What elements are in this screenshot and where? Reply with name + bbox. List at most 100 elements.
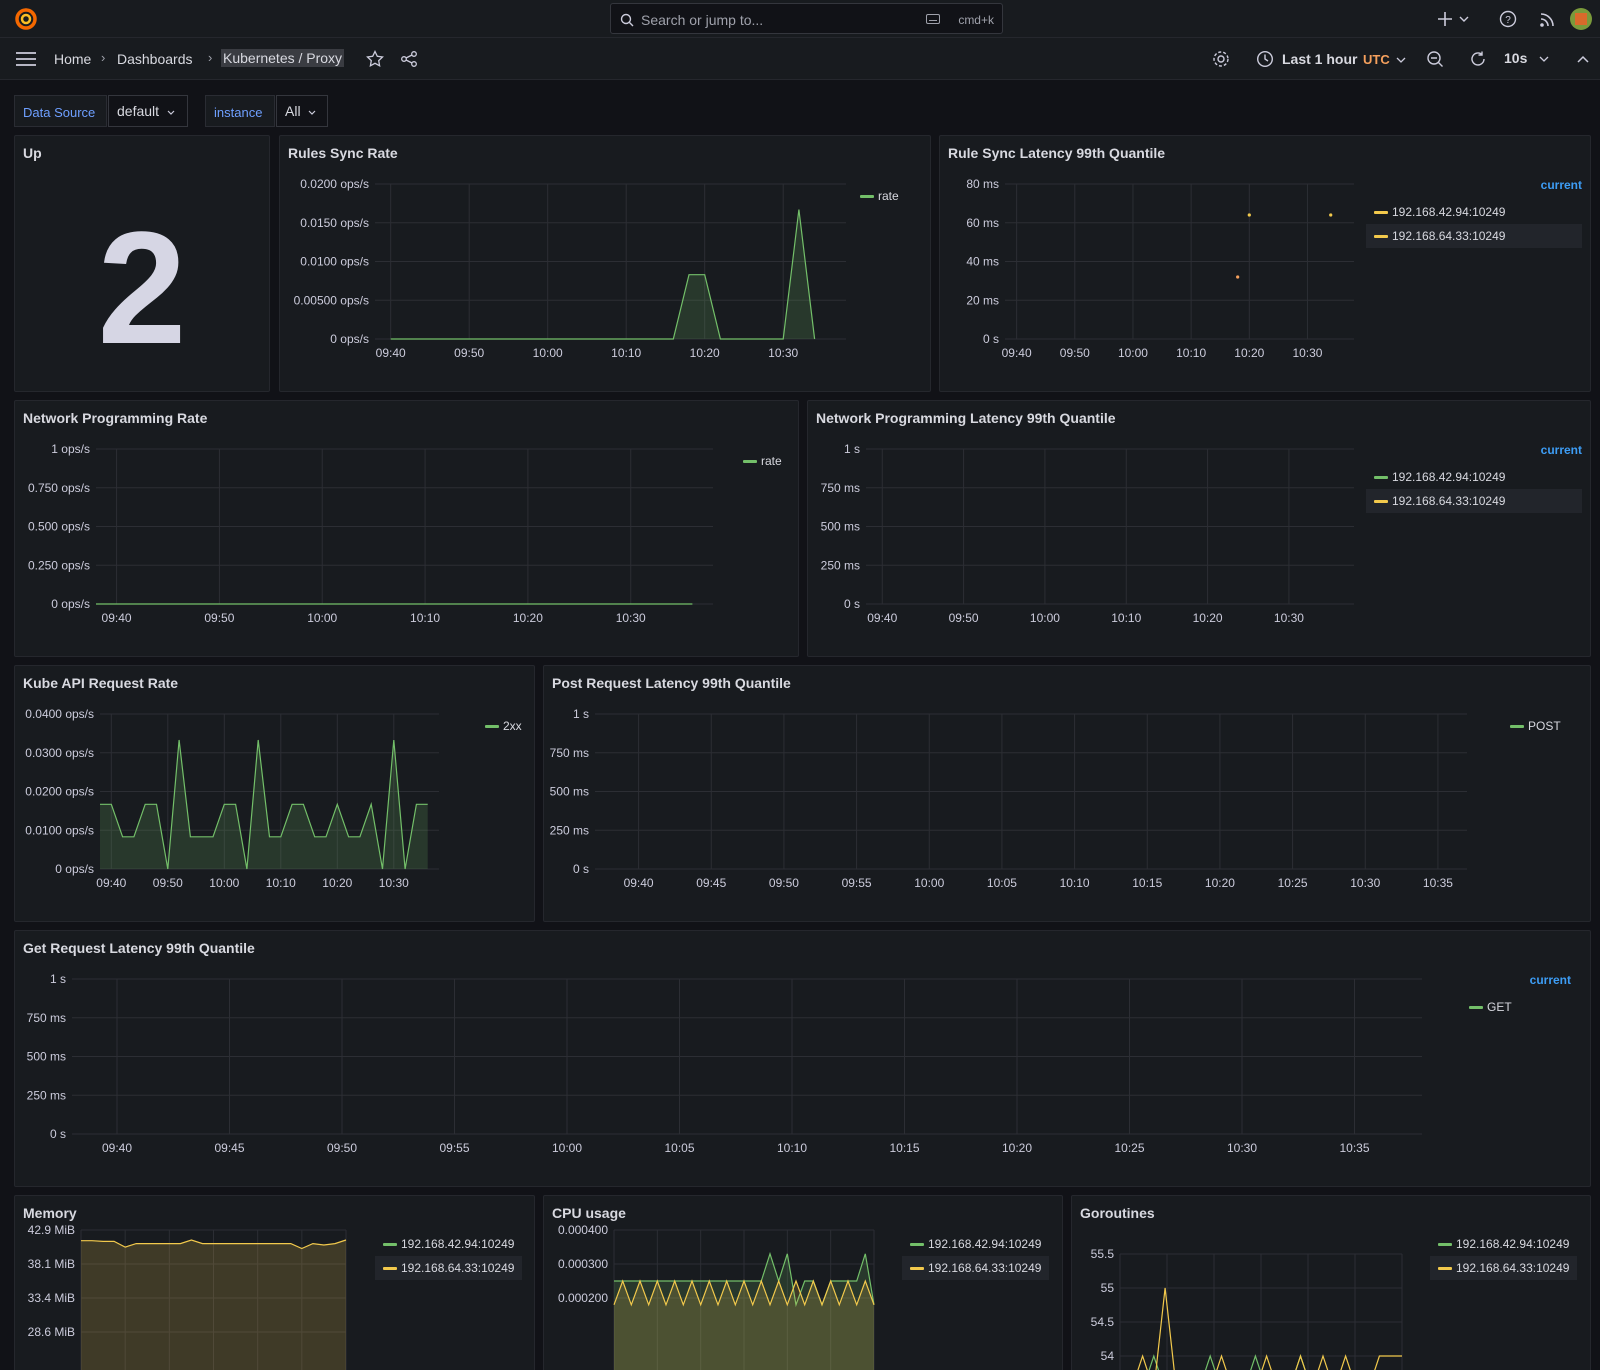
chart-post-request-latency[interactable]: 0 s 250 ms 500 ms 750 ms 1 s 09:40 09:45 09:50 0… [544,666,1591,922]
x-tick-label: 09:50 [1060,346,1090,360]
chart-rule-sync-latency[interactable]: 0 s 20 ms 40 ms 60 ms 80 ms 09:40 09:50 10:00 10… [940,136,1591,392]
panel-legend: 192.168.42.94:10249 192.168.64.33:10249 [375,1232,523,1280]
collapse-chevron-up-icon[interactable] [1577,54,1589,64]
legend-item[interactable]: 192.168.64.33:10249 [1366,489,1582,513]
legend-label: 192.168.64.33:10249 [1456,1261,1570,1275]
share-icon[interactable] [400,50,418,68]
data-point[interactable] [1329,213,1333,217]
instance-select[interactable]: All [276,95,328,127]
legend-item[interactable]: 192.168.42.94:10249 [902,1232,1049,1256]
x-tick-label: 10:20 [1193,611,1223,625]
x-tick-label: 10:30 [1350,876,1380,890]
series-line[interactable] [613,1279,875,1307]
search-placeholder: Search or jump to... [641,12,764,28]
legend-item[interactable]: rate [735,449,790,473]
legend-item[interactable]: 192.168.64.33:10249 [1366,224,1582,248]
y-tick-label: 0.000200 [558,1291,608,1305]
x-tick-label: 10:30 [379,876,409,890]
panel-title: Network Programming Latency 99th Quantil… [816,410,1116,426]
y-tick-label: 0.0200 ops/s [300,177,369,191]
panel-title: Rule Sync Latency 99th Quantile [948,145,1166,161]
legend-label: 2xx [503,719,522,733]
legend-label: 192.168.42.94:10249 [1392,205,1506,219]
panel-goroutines[interactable]: Goroutines 53.55454.55555.5192.168.42.94… [1071,1195,1591,1370]
legend-item[interactable]: 192.168.42.94:10249 [1366,200,1582,224]
legend-item[interactable]: 192.168.42.94:10249 [1366,465,1582,489]
x-tick-label: 10:30 [768,346,798,360]
legend-item[interactable]: 192.168.42.94:10249 [375,1232,522,1256]
panel-post-request-latency[interactable]: Post Request Latency 99th Quantile 0 s 25… [543,665,1591,922]
panel-legend: current 192.168.42.94:10249 192.168.64.33:… [1366,443,1582,513]
search-bar[interactable]: Search or jump to... cmd+k [610,3,1003,34]
datasource-select[interactable]: default [108,95,188,127]
grafana-logo-icon[interactable] [14,7,38,31]
legend-item[interactable]: 192.168.64.33:10249 [375,1256,523,1280]
legend-item[interactable]: rate [852,184,907,208]
data-point[interactable] [1247,213,1251,217]
series-line[interactable] [81,1239,347,1250]
y-tick-label: 54 [1101,1349,1115,1363]
chart-rules-sync-rate[interactable]: 0 ops/s 0.00500 ops/s 0.0100 ops/s 0.0150 o… [280,136,931,392]
legend-item[interactable]: 2xx [477,714,530,738]
y-tick-label: 0 ops/s [51,597,90,611]
panel-memory[interactable]: Memory 28.6 MiB 33.4 MiB 38.1 MiB 42.9 MiB 1… [14,1195,535,1370]
chart-get-request-latency[interactable]: 0 s 250 ms 500 ms 750 ms 1 s 09:40 09:45 09:50 0… [15,931,1591,1187]
breadcrumb-dashboards[interactable]: Dashboards [117,51,193,67]
chart-cpu-usage[interactable]: 0.000200 0.000300 0.000400 [544,1196,1063,1370]
chart-memory[interactable]: 28.6 MiB 33.4 MiB 38.1 MiB 42.9 MiB [15,1196,535,1370]
refresh-interval-picker[interactable]: 10s [1504,50,1549,66]
variable-label-instance: instance [205,95,275,127]
news-feed-icon[interactable] [1539,10,1557,28]
legend-item[interactable]: POST [1502,714,1569,738]
breadcrumb-home[interactable]: Home [54,51,92,67]
y-tick-label: 1 s [573,707,589,721]
legend-color-swatch [1374,235,1388,238]
panel-kube-api-request-rate[interactable]: Kube API Request Rate 0 ops/s 0.0100 ops/… [14,665,535,922]
data-point[interactable] [1236,275,1240,279]
legend-item[interactable]: 192.168.64.33:10249 [902,1256,1050,1280]
timezone-label: UTC [1363,52,1390,67]
series-line[interactable] [1120,1287,1402,1370]
x-tick-label: 10:20 [1234,346,1264,360]
legend-color-swatch [1374,500,1388,503]
chart-network-programming-rate[interactable]: 0 ops/s 0.250 ops/s 0.500 ops/s 0.750 ops/s… [15,401,799,657]
x-tick-label: 09:40 [624,876,654,890]
x-tick-label: 10:10 [266,876,296,890]
menu-icon[interactable] [16,51,36,67]
add-button[interactable] [1438,9,1470,32]
legend-item[interactable]: GET [1461,995,1571,1019]
panel-get-request-latency[interactable]: Get Request Latency 99th Quantile 0 s 250… [14,930,1591,1187]
series-line[interactable] [390,209,816,340]
x-tick-label: 10:10 [611,346,641,360]
legend-item[interactable]: 192.168.64.33:10249 [1430,1256,1578,1280]
avatar[interactable] [1570,8,1592,30]
y-tick-label: 750 ms [821,481,860,495]
panel-rules-sync-rate[interactable]: Rules Sync Rate 0 ops/s 0.00500 ops/s 0.01… [279,135,931,392]
keyboard-icon [926,13,940,28]
legend-color-swatch [1510,725,1524,728]
panel-cpu-usage[interactable]: CPU usage 0.000200 0.000300 0.000400 192.16… [543,1195,1063,1370]
x-tick-label: 10:20 [513,611,543,625]
chart-network-programming-latency[interactable]: 0 s 250 ms 500 ms 750 ms 1 s 09:40 09:50 10:00 1… [808,401,1591,657]
panel-network-programming-latency[interactable]: Network Programming Latency 99th Quantil… [807,400,1591,657]
star-icon[interactable] [366,50,384,68]
y-tick-label: 0.0100 ops/s [300,255,369,269]
panel-up[interactable]: Up 2 [14,135,270,392]
help-icon[interactable]: ? [1499,10,1517,28]
zoom-out-icon[interactable] [1426,50,1444,68]
panel-rule-sync-latency[interactable]: Rule Sync Latency 99th Quantile 0 s 20 ms… [939,135,1591,392]
breadcrumb-current[interactable]: Kubernetes / Proxy [221,49,345,67]
panel-network-programming-rate[interactable]: Network Programming Rate 0 ops/s 0.250 op… [14,400,799,657]
chart-kube-api-request-rate[interactable]: 0 ops/s 0.0100 ops/s 0.0200 ops/s 0.0300 op… [15,666,535,922]
x-tick-label: 09:50 [769,876,799,890]
datasource-value: default [117,103,160,119]
refresh-icon[interactable] [1469,50,1487,68]
panel-title: Memory [23,1205,77,1221]
gear-icon[interactable] [1212,50,1230,68]
legend-item[interactable]: 192.168.42.94:10249 [1430,1232,1577,1256]
x-tick-label: 10:10 [1111,611,1141,625]
series-line[interactable] [100,739,428,870]
x-tick-label: 10:15 [889,1141,919,1155]
x-tick-label: 09:40 [376,346,406,360]
